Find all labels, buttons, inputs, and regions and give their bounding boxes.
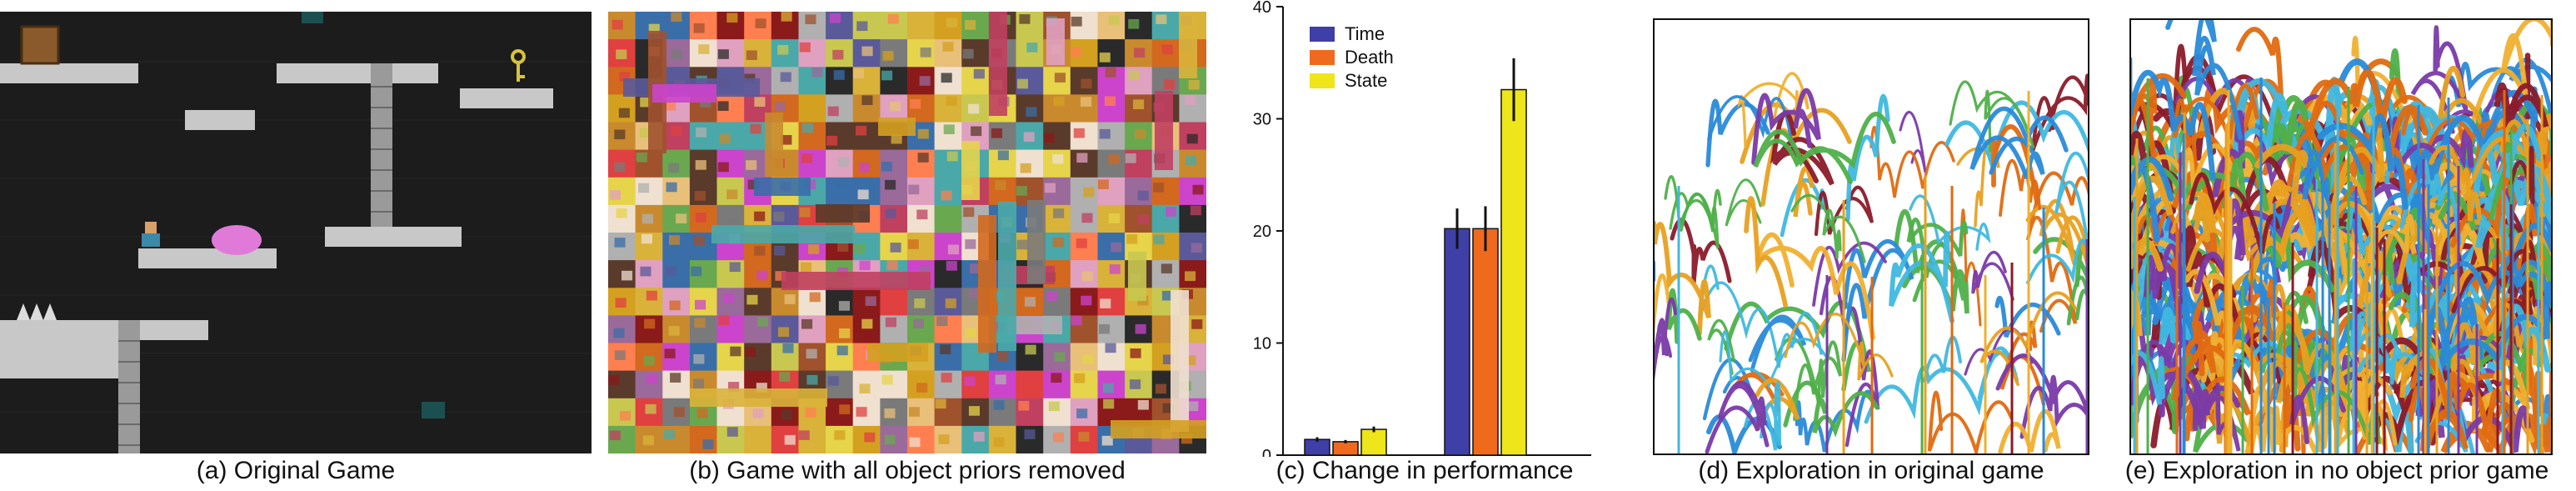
texture-tiles [608,12,1206,453]
caption-a: (a) Original Game [196,457,396,484]
y-tick-label: 0 [1262,447,1271,457]
exploration-original-plot [1653,18,2089,455]
vertical-traces [1677,91,2089,455]
trajectories [2129,18,2553,455]
bar-state-0 [1360,428,1387,456]
caption-c: (c) Change in performance [1276,457,1574,484]
bar-state-1 [1500,88,1527,456]
legend-swatch-state [1310,73,1335,88]
bar-time-1 [1444,228,1470,456]
key-icon [511,49,526,82]
ladders [118,63,392,453]
legend-label-death: Death [1345,47,1394,68]
bar-death-1 [1472,228,1499,456]
caption-b: (b) Game with all object priors removed [689,457,1126,484]
exploration-no-prior-plot [2129,18,2553,455]
legend-label-time: Time [1345,23,1385,44]
caption-e: (e) Exploration in no object prior game [2124,457,2549,484]
vertical-traces [2133,78,2544,455]
legend-label-state: State [1345,70,1387,91]
bar-death-0 [1332,441,1359,456]
legend-swatch-time [1310,27,1335,42]
plot-frame [1653,18,2089,455]
y-tick-label: 40 [1253,0,1271,17]
y-tick-label: 30 [1253,111,1271,129]
original-game-screenshot [0,12,592,453]
legend-swatch-death [1310,50,1335,65]
caption-d: (d) Exploration in original game [1698,457,2044,484]
texture-stripes [623,12,1206,438]
door-icon [20,25,60,65]
spikes [17,303,57,320]
y-tick-label: 20 [1253,223,1271,241]
bar-time-0 [1304,438,1330,456]
plot-frame [2129,18,2553,455]
textured-game-screenshot [608,12,1206,453]
skull-icons [302,12,445,418]
enemy-slime [212,225,262,255]
y-tick-label: 10 [1253,335,1271,353]
player-character [142,222,160,247]
platforms [0,63,553,378]
